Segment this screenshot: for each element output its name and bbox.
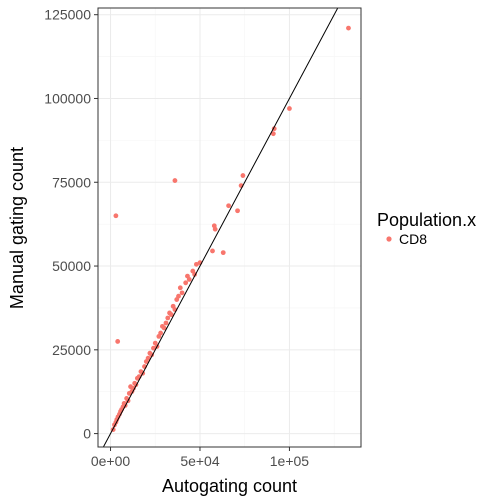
data-point (346, 25, 351, 31)
y-tick-label: 0 (83, 426, 91, 442)
gridlines (98, 8, 361, 447)
data-point (226, 203, 232, 209)
y-tick-label: 50000 (52, 258, 91, 274)
y-tick-label: 25000 (52, 342, 91, 358)
data-point (151, 345, 156, 351)
data-point (145, 355, 151, 361)
legend-title: Population.x (377, 210, 476, 230)
x-tick-label: 0e+00 (91, 453, 131, 469)
data-point (168, 312, 174, 318)
data-point (240, 173, 246, 178)
data-point (220, 250, 226, 256)
data-point (161, 325, 167, 331)
x-tick-label: 1e+05 (270, 453, 310, 469)
data-point (179, 290, 185, 296)
y-tick-label: 125000 (44, 7, 91, 23)
plot-panel-background (98, 8, 361, 447)
axes: 0e+00 5e+04 1e+05 0 25000 50000 75000 100000 125… (44, 7, 309, 469)
legend-label-cd8: CD8 (399, 231, 427, 247)
data-point (172, 178, 178, 183)
data-point (115, 339, 121, 344)
data-point (287, 106, 292, 111)
plot-panel-border (97, 7, 362, 448)
data-point (131, 385, 136, 391)
data-point (113, 213, 119, 219)
y-tick-label: 75000 (52, 174, 91, 190)
data-points (110, 25, 351, 432)
data-point (212, 226, 218, 232)
data-point (158, 330, 164, 336)
data-point (235, 208, 240, 214)
data-point (194, 261, 199, 267)
data-point (176, 293, 181, 299)
data-point (163, 320, 169, 326)
data-point (165, 315, 171, 321)
legend: Population.x CD8 (377, 210, 476, 247)
x-axis-title: Autogating count (162, 476, 297, 496)
data-point (183, 280, 189, 286)
legend-key-cd8 (386, 236, 392, 242)
data-point (210, 248, 215, 254)
data-point (177, 285, 183, 291)
y-tick-label: 100000 (44, 90, 91, 106)
x-tick-label: 5e+04 (180, 453, 220, 469)
data-point (270, 131, 276, 137)
reference-line-layer (102, 8, 339, 447)
identity-reference-line (102, 8, 339, 447)
data-point (186, 277, 192, 282)
y-axis-title: Manual gating count (7, 147, 27, 309)
